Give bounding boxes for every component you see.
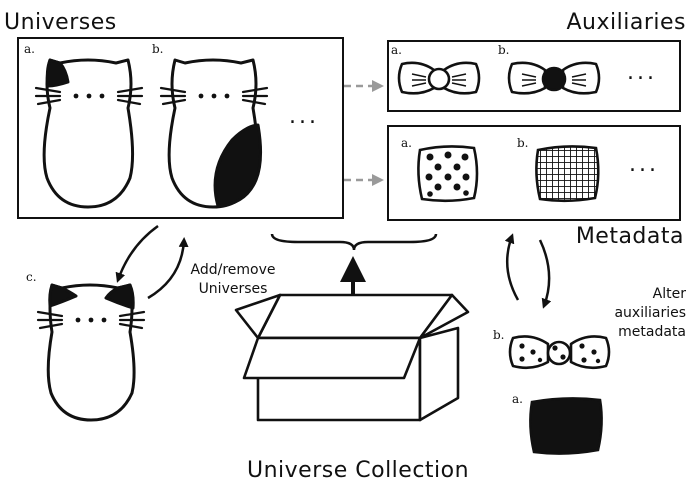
label-auxiliary-a: a. (391, 43, 402, 57)
arrow-add-universe (147, 237, 189, 300)
curly-brace (270, 233, 438, 251)
add-remove-note: Add/remove Universes (178, 261, 288, 299)
auxiliaries-title: Auxiliaries (566, 10, 686, 35)
auxiliaries-ellipsis: ... (627, 60, 657, 85)
universes-ellipsis: ... (289, 104, 319, 129)
label-universe-a: a. (24, 42, 35, 56)
bowtie-b-icon (507, 61, 601, 95)
auxiliaries-box (387, 40, 681, 112)
arrow-metadata-down (538, 239, 552, 309)
label-auxiliary-b: b. (498, 43, 510, 57)
label-altered-a: a. (512, 392, 523, 406)
cat-b-icon (159, 58, 269, 209)
metadata-title: Metadata (575, 224, 684, 249)
black-cloth-a-icon (529, 397, 603, 455)
polka-dot-cloth-a-icon (417, 145, 479, 203)
collection-title: Universe Collection (247, 458, 470, 483)
metadata-ellipsis: ... (629, 152, 659, 177)
universes-title: Universes (4, 10, 117, 35)
arrow-metadata-up (504, 233, 520, 301)
label-altered-b: b. (493, 328, 505, 342)
cat-c-icon (36, 283, 146, 422)
metadata-box (387, 125, 681, 221)
checkered-cloth-b-icon (535, 145, 600, 203)
arrow-remove-universe (115, 224, 159, 283)
label-metadata-a: a. (401, 136, 412, 150)
label-universe-b: b. (152, 42, 164, 56)
add-remove-line-1: Add/remove (190, 262, 276, 278)
label-universe-c: c. (26, 270, 37, 284)
add-remove-line-2: Universes (198, 281, 268, 297)
alter-note: Alter auxiliaries metadata (586, 285, 686, 342)
bowtie-a-icon (397, 61, 481, 95)
collection-box-icon (234, 293, 470, 422)
cat-a-icon (34, 58, 144, 209)
label-metadata-b: b. (517, 136, 529, 150)
polka-dot-bowtie-b-icon (508, 335, 611, 370)
universes-box (17, 37, 344, 219)
alter-line-1: Alter (652, 286, 686, 302)
alter-line-3: metadata (618, 324, 686, 340)
alter-line-2: auxiliaries (614, 305, 686, 321)
